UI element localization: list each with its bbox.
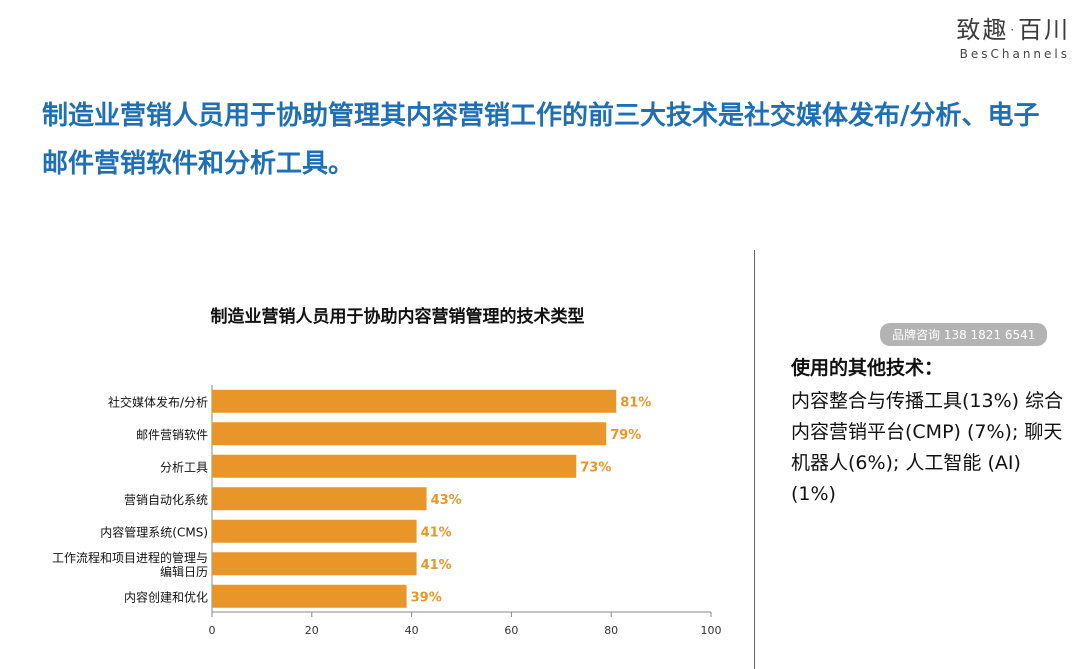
bar [212, 552, 417, 576]
bar-value-label: 73% [580, 460, 611, 475]
category-label-line: 邮件营销软件 [136, 428, 208, 442]
watermark-badge: 品牌咨询 138 1821 6541 [880, 323, 1048, 346]
category-label: 社交媒体发布/分析 [108, 394, 208, 409]
bar-value-label: 41% [421, 525, 452, 540]
category-label-line: 内容管理系统(CMS) [100, 524, 208, 539]
other-technologies-title: 使用的其他技术： [791, 357, 944, 379]
category-label: 邮件营销软件 [136, 428, 208, 442]
bar [212, 422, 607, 446]
bar-chart: 0 20 40 60 80 100 81% 社交媒体发布/分析 79% 邮件营销软件 73% 分析工具… [52, 385, 722, 637]
bar-value-label: 81% [620, 395, 651, 410]
logo-english: BesChannels [959, 47, 1070, 61]
category-label-line: 编辑日历 [160, 564, 208, 579]
bar-value-label: 79% [610, 428, 641, 443]
bar-value-label: 41% [421, 558, 452, 573]
page-headline: 制造业营销人员用于协助管理其内容营销工作的前三大技术是社交媒体发布/分析、电子邮… [42, 101, 1040, 179]
category-label-line: 内容创建和优化 [124, 589, 208, 604]
x-tick-label: 0 [209, 624, 216, 637]
category-label: 内容管理系统(CMS) [100, 524, 208, 539]
x-tick-label: 40 [405, 624, 419, 637]
x-tick-label: 80 [604, 624, 618, 637]
brand-logo: 致趣·百川 BesChannels [956, 10, 1070, 61]
bar-value-label: 39% [411, 590, 442, 605]
x-tick-label: 20 [305, 624, 319, 637]
category-label-line: 营销自动化系统 [124, 493, 208, 507]
chart-title: 制造业营销人员用于协助内容营销管理的技术类型 [210, 307, 585, 327]
x-tick-label: 60 [504, 624, 518, 637]
category-label: 工作流程和项目进程的管理与编辑日历 [52, 550, 208, 579]
category-label-line: 分析工具 [160, 460, 208, 474]
bar [212, 487, 427, 511]
bar-value-label: 43% [431, 493, 462, 508]
bar [212, 519, 417, 543]
vertical-divider [754, 250, 755, 669]
category-label-line: 工作流程和项目进程的管理与 [52, 550, 208, 565]
bar [212, 584, 407, 608]
other-technologies-text: 内容整合与传播工具(13%) 综合内容营销平台(CMP) (7%); 聊天机器人… [791, 390, 1064, 505]
bar [212, 454, 577, 478]
category-label: 营销自动化系统 [124, 493, 208, 507]
bar [212, 389, 617, 413]
category-label: 内容创建和优化 [124, 589, 208, 604]
category-label: 分析工具 [160, 460, 208, 474]
logo-chinese: 致趣·百川 [956, 16, 1070, 44]
x-tick-label: 100 [701, 624, 722, 637]
other-technologies-panel: 使用的其他技术： 内容整合与传播工具(13%) 综合内容营销平台(CMP) (7… [791, 353, 1071, 510]
category-label-line: 社交媒体发布/分析 [108, 394, 208, 409]
